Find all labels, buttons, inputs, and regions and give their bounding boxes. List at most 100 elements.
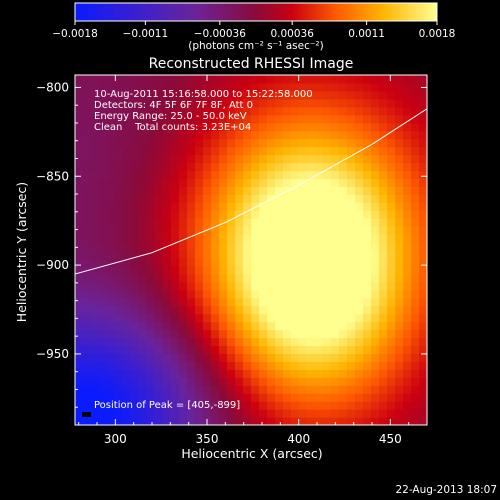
heatmap-cell [243,202,252,211]
heatmap-cell [219,154,228,164]
heatmap-cell [243,250,252,259]
heatmap-cell [419,162,427,172]
heatmap-cell [371,361,380,370]
heatmap-cell [243,385,252,394]
heatmap-cell [307,393,316,402]
heatmap-cell [363,226,372,235]
heatmap-cell [315,98,324,108]
heatmap-cell [139,130,148,140]
heatmap-cell [99,250,108,259]
heatmap-cell [91,401,100,410]
heatmap-cell [251,122,260,132]
heatmap-cell [307,138,316,148]
heatmap-cell [107,345,116,355]
heatmap-cell [267,75,276,84]
heatmap-cell [259,226,268,235]
heatmap-cell [235,289,244,299]
heatmap-cell [267,321,276,331]
heatmap-cell [267,353,276,362]
heatmap-cell [307,90,316,100]
heatmap-cell [155,186,164,195]
heatmap-cell [259,234,268,243]
heatmap-cell [91,385,100,394]
heatmap-cell [155,297,164,307]
heatmap-cell [171,122,180,132]
heatmap-cell [259,377,268,386]
heatmap-cell [259,353,268,362]
heatmap-cell [259,409,268,418]
heatmap-cell [315,234,324,243]
heatmap-cell [419,289,427,299]
heatmap-cell [83,242,92,251]
heatmap-cell [203,234,212,243]
heatmap-cell [203,257,212,267]
heatmap-cell [107,281,116,291]
heatmap-cell [323,417,332,425]
heatmap-cell [243,353,252,362]
heatmap-cell [419,329,427,339]
heatmap-cell [163,361,172,370]
heatmap-cell [315,409,324,418]
heatmap-cell [259,122,268,132]
heatmap-cell [107,369,116,378]
heatmap-cell [347,393,356,402]
heatmap-cell [187,305,196,315]
heatmap-cell [379,393,388,402]
heatmap-cell [171,138,180,148]
heatmap-cell [339,273,348,283]
heatmap-cell [155,289,164,299]
heatmap-cell [411,353,420,362]
heatmap-cell [283,417,292,425]
heatmap-cell [267,226,276,235]
heatmap-cell [283,170,292,180]
heatmap-cell [107,313,116,323]
heatmap-cell [307,210,316,219]
heatmap-cell [91,337,100,347]
heatmap-cell [419,138,427,148]
heatmap-cell [323,162,332,172]
heatmap-cell [203,122,212,132]
heatmap-cell [187,297,196,307]
heatmap-cell [323,250,332,259]
heatmap-cell [251,194,260,203]
heatmap-cell [259,114,268,124]
heatmap-cell [243,409,252,418]
heatmap-cell [163,234,172,243]
heatmap-cell [363,385,372,394]
x-tick-label: 450 [379,432,402,446]
heatmap-cell [83,218,92,227]
heatmap-cell [267,162,276,172]
heatmap-cell [299,393,308,402]
heatmap-cell [283,90,292,100]
heatmap-cell [243,242,252,251]
heatmap-cell [187,194,196,203]
heatmap-cell [371,75,380,84]
heatmap-cell [203,385,212,394]
heatmap-cell [419,337,427,347]
heatmap-cell [307,417,316,425]
heatmap-cell [83,369,92,378]
heatmap-cell [219,353,228,362]
heatmap-cell [403,377,412,386]
heatmap-cell [115,361,124,370]
heatmap-cell [275,234,284,243]
heatmap-cell [307,146,316,156]
heatmap-cell [315,106,324,116]
heatmap-cell [171,82,180,92]
heatmap-cell [83,106,92,116]
heatmap-cell [171,162,180,172]
heatmap-cell [363,297,372,307]
heatmap-cell [107,178,116,187]
heatmap-cell [419,210,427,219]
heatmap-cell [339,281,348,291]
heatmap-cell [211,281,220,291]
heatmap-cell [219,194,228,203]
heatmap-cell [267,257,276,267]
heatmap-cell [323,369,332,378]
heatmap-cell [315,257,324,267]
heatmap-cell [139,75,148,84]
heatmap-cell [347,98,356,108]
heatmap-cell [379,345,388,355]
heatmap-cell [91,130,100,140]
heatmap-cell [187,401,196,410]
